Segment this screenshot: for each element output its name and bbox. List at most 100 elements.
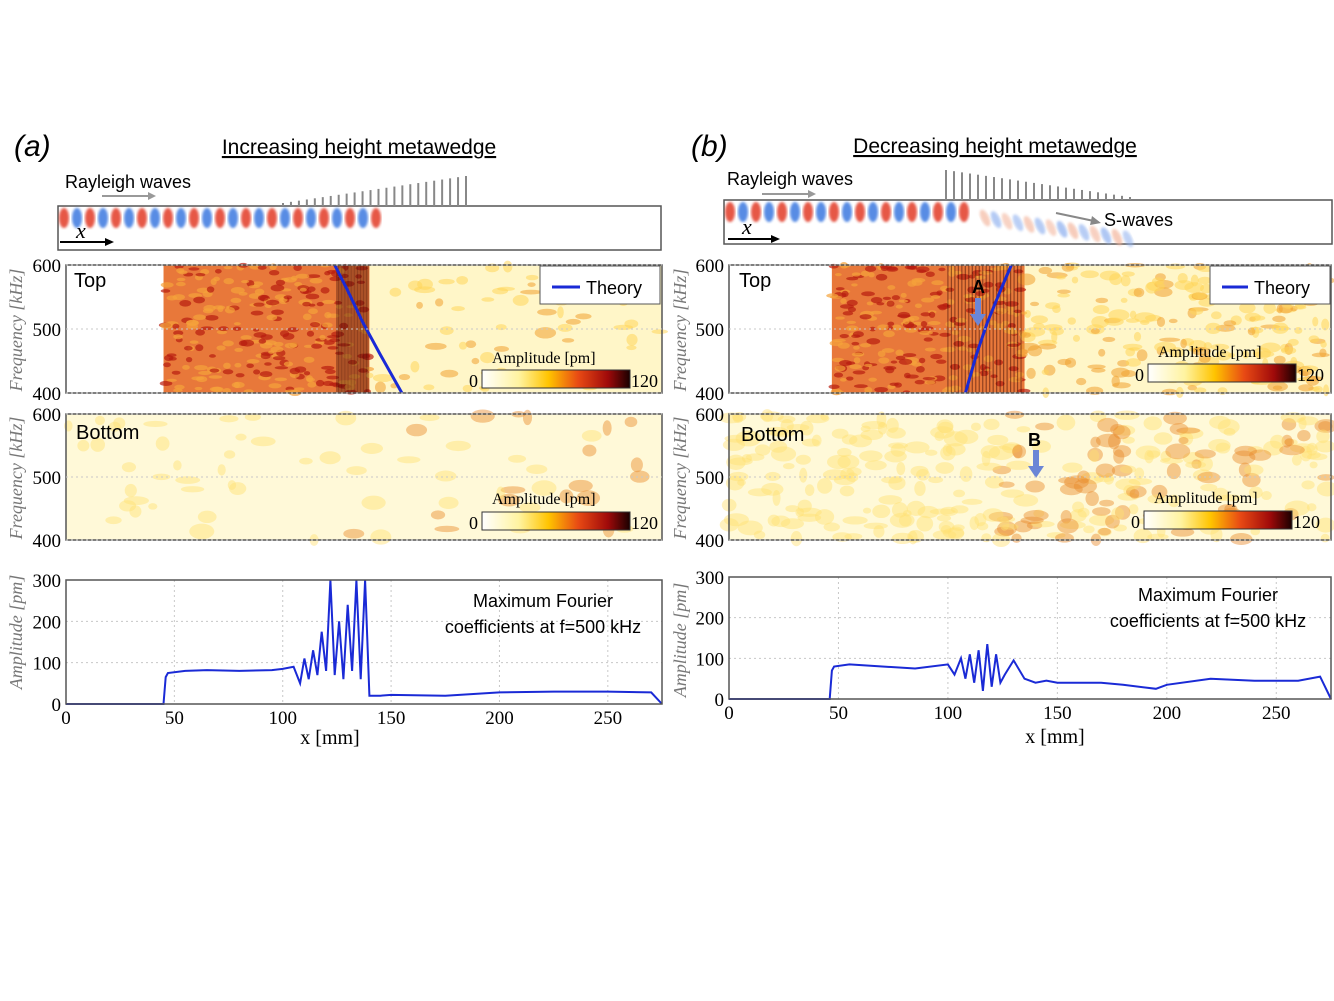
heatmap-texture: [324, 369, 336, 375]
heatmap-texture: [984, 475, 1004, 489]
heatmap-texture: [250, 436, 276, 447]
heatmap-texture: [481, 297, 495, 302]
heatmap-texture: [1163, 411, 1187, 425]
heatmap-texture: [853, 384, 868, 389]
line-ytick-label: 300: [696, 568, 725, 589]
heatmap-texture: [848, 434, 873, 448]
panel-a-top-colorbar-max: 120: [631, 371, 658, 391]
heatmap-texture: [1192, 292, 1207, 300]
heatmap-texture: [113, 417, 126, 430]
heatmap-texture: [557, 323, 573, 332]
heatmap-texture: [928, 311, 936, 318]
heatmap-texture: [904, 441, 930, 454]
heatmap-texture: [861, 421, 887, 430]
heatmap-texture: [289, 367, 301, 375]
heatmap-texture: [265, 299, 280, 306]
panel-b-marker-a-arrow: [975, 298, 981, 314]
heatmap-texture: [782, 463, 795, 470]
heatmap-texture: [1272, 385, 1283, 390]
heatmap-texture: [765, 471, 781, 481]
heatmap-texture: [456, 276, 469, 285]
heatmap-texture: [416, 301, 423, 309]
line-xtick-label: 50: [829, 703, 848, 724]
heatmap-texture: [940, 524, 952, 535]
heatmap-texture: [1117, 492, 1140, 501]
heatmap-texture: [209, 354, 216, 358]
heatmap-texture: [799, 467, 808, 483]
heatmap-texture: [406, 423, 428, 437]
heatmap-texture: [1168, 318, 1178, 324]
heatmap-texture: [1209, 415, 1231, 429]
heatmap-texture: [842, 311, 854, 316]
heatmap-texture: [1004, 301, 1019, 307]
heatmap-texture: [796, 507, 822, 517]
heatmap-texture: [1323, 384, 1330, 397]
heatmap-texture: [888, 442, 908, 449]
heatmap-texture: [1284, 438, 1295, 446]
heatmap-texture: [1012, 444, 1027, 459]
heatmap-texture: [817, 478, 833, 494]
heatmap-texture: [1069, 509, 1087, 522]
heatmap-texture: [174, 384, 185, 390]
line-ytick-label: 100: [33, 654, 62, 675]
heatmap-texture: [188, 267, 200, 271]
heatmap-texture: [811, 434, 822, 447]
panel-a-substrate: [57, 205, 662, 251]
heatmap-texture: [1056, 275, 1066, 280]
heatmap-texture: [1031, 440, 1051, 453]
heatmap-texture: [1095, 297, 1109, 304]
heatmap-texture: [1291, 454, 1302, 466]
heatmap-texture: [877, 350, 886, 358]
heatmap-texture: [942, 527, 965, 539]
panel-b: (b) Decreasing height metawedge Rayleigh…: [670, 130, 1334, 748]
heatmap-texture: [1000, 489, 1025, 498]
heatmap-texture: [306, 274, 321, 279]
heatmap-texture: [602, 420, 612, 436]
heatmap-texture: [254, 288, 265, 295]
heatmap-texture: [1194, 449, 1216, 459]
heatmap-texture: [234, 362, 242, 368]
heatmap-texture: [1143, 416, 1162, 431]
heatmap-texture: [306, 330, 315, 337]
heatmap-texture: [626, 345, 637, 351]
heatmap-texture: [1098, 527, 1111, 536]
heatmap-texture: [166, 378, 177, 382]
heatmap-texture: [198, 370, 212, 376]
panel-b-s-wave-label: S-waves: [1104, 210, 1173, 230]
heatmap-texture: [1060, 510, 1072, 524]
heatmap-texture: [890, 443, 906, 457]
heatmap-texture: [178, 270, 188, 275]
heatmap-texture: [983, 355, 994, 363]
heatmap-texture: [831, 428, 849, 439]
heatmap-texture: [939, 347, 949, 352]
heatmap-texture: [233, 322, 241, 326]
heatmap-texture: [876, 411, 887, 428]
line-ytick-label: 0: [715, 690, 725, 711]
heatmap-texture: [438, 278, 455, 285]
heatmap-texture: [1263, 440, 1284, 456]
heatmap-texture: [1002, 523, 1019, 530]
heatmap-texture: [916, 469, 930, 481]
heatmap-texture: [209, 386, 223, 392]
heatmap-texture: [883, 330, 895, 338]
heatmap-texture: [191, 376, 204, 381]
s-wave-lobe: [1100, 227, 1112, 244]
heatmap-texture: [837, 447, 852, 457]
heatmap-texture: [921, 297, 935, 303]
heatmap-texture: [754, 444, 771, 456]
heatmap-texture: [458, 341, 468, 350]
wave-lobe: [137, 208, 147, 228]
heatmap-texture: [160, 282, 174, 288]
heatmap-texture: [930, 426, 955, 439]
heatmap-ytick-label: 600: [696, 256, 725, 277]
panel-b-top-heatmap: Top Theory A Amplitude [pm] 0 120: [728, 261, 1334, 399]
heatmap-texture: [928, 476, 944, 484]
heatmap-texture: [1113, 524, 1127, 532]
heatmap-texture: [1013, 494, 1039, 507]
heatmap-texture: [799, 420, 814, 436]
heatmap-texture: [372, 373, 394, 383]
heatmap-texture: [950, 505, 969, 514]
heatmap-texture: [1297, 416, 1319, 426]
heatmap-texture: [319, 334, 326, 341]
heatmap-texture: [1248, 449, 1272, 461]
